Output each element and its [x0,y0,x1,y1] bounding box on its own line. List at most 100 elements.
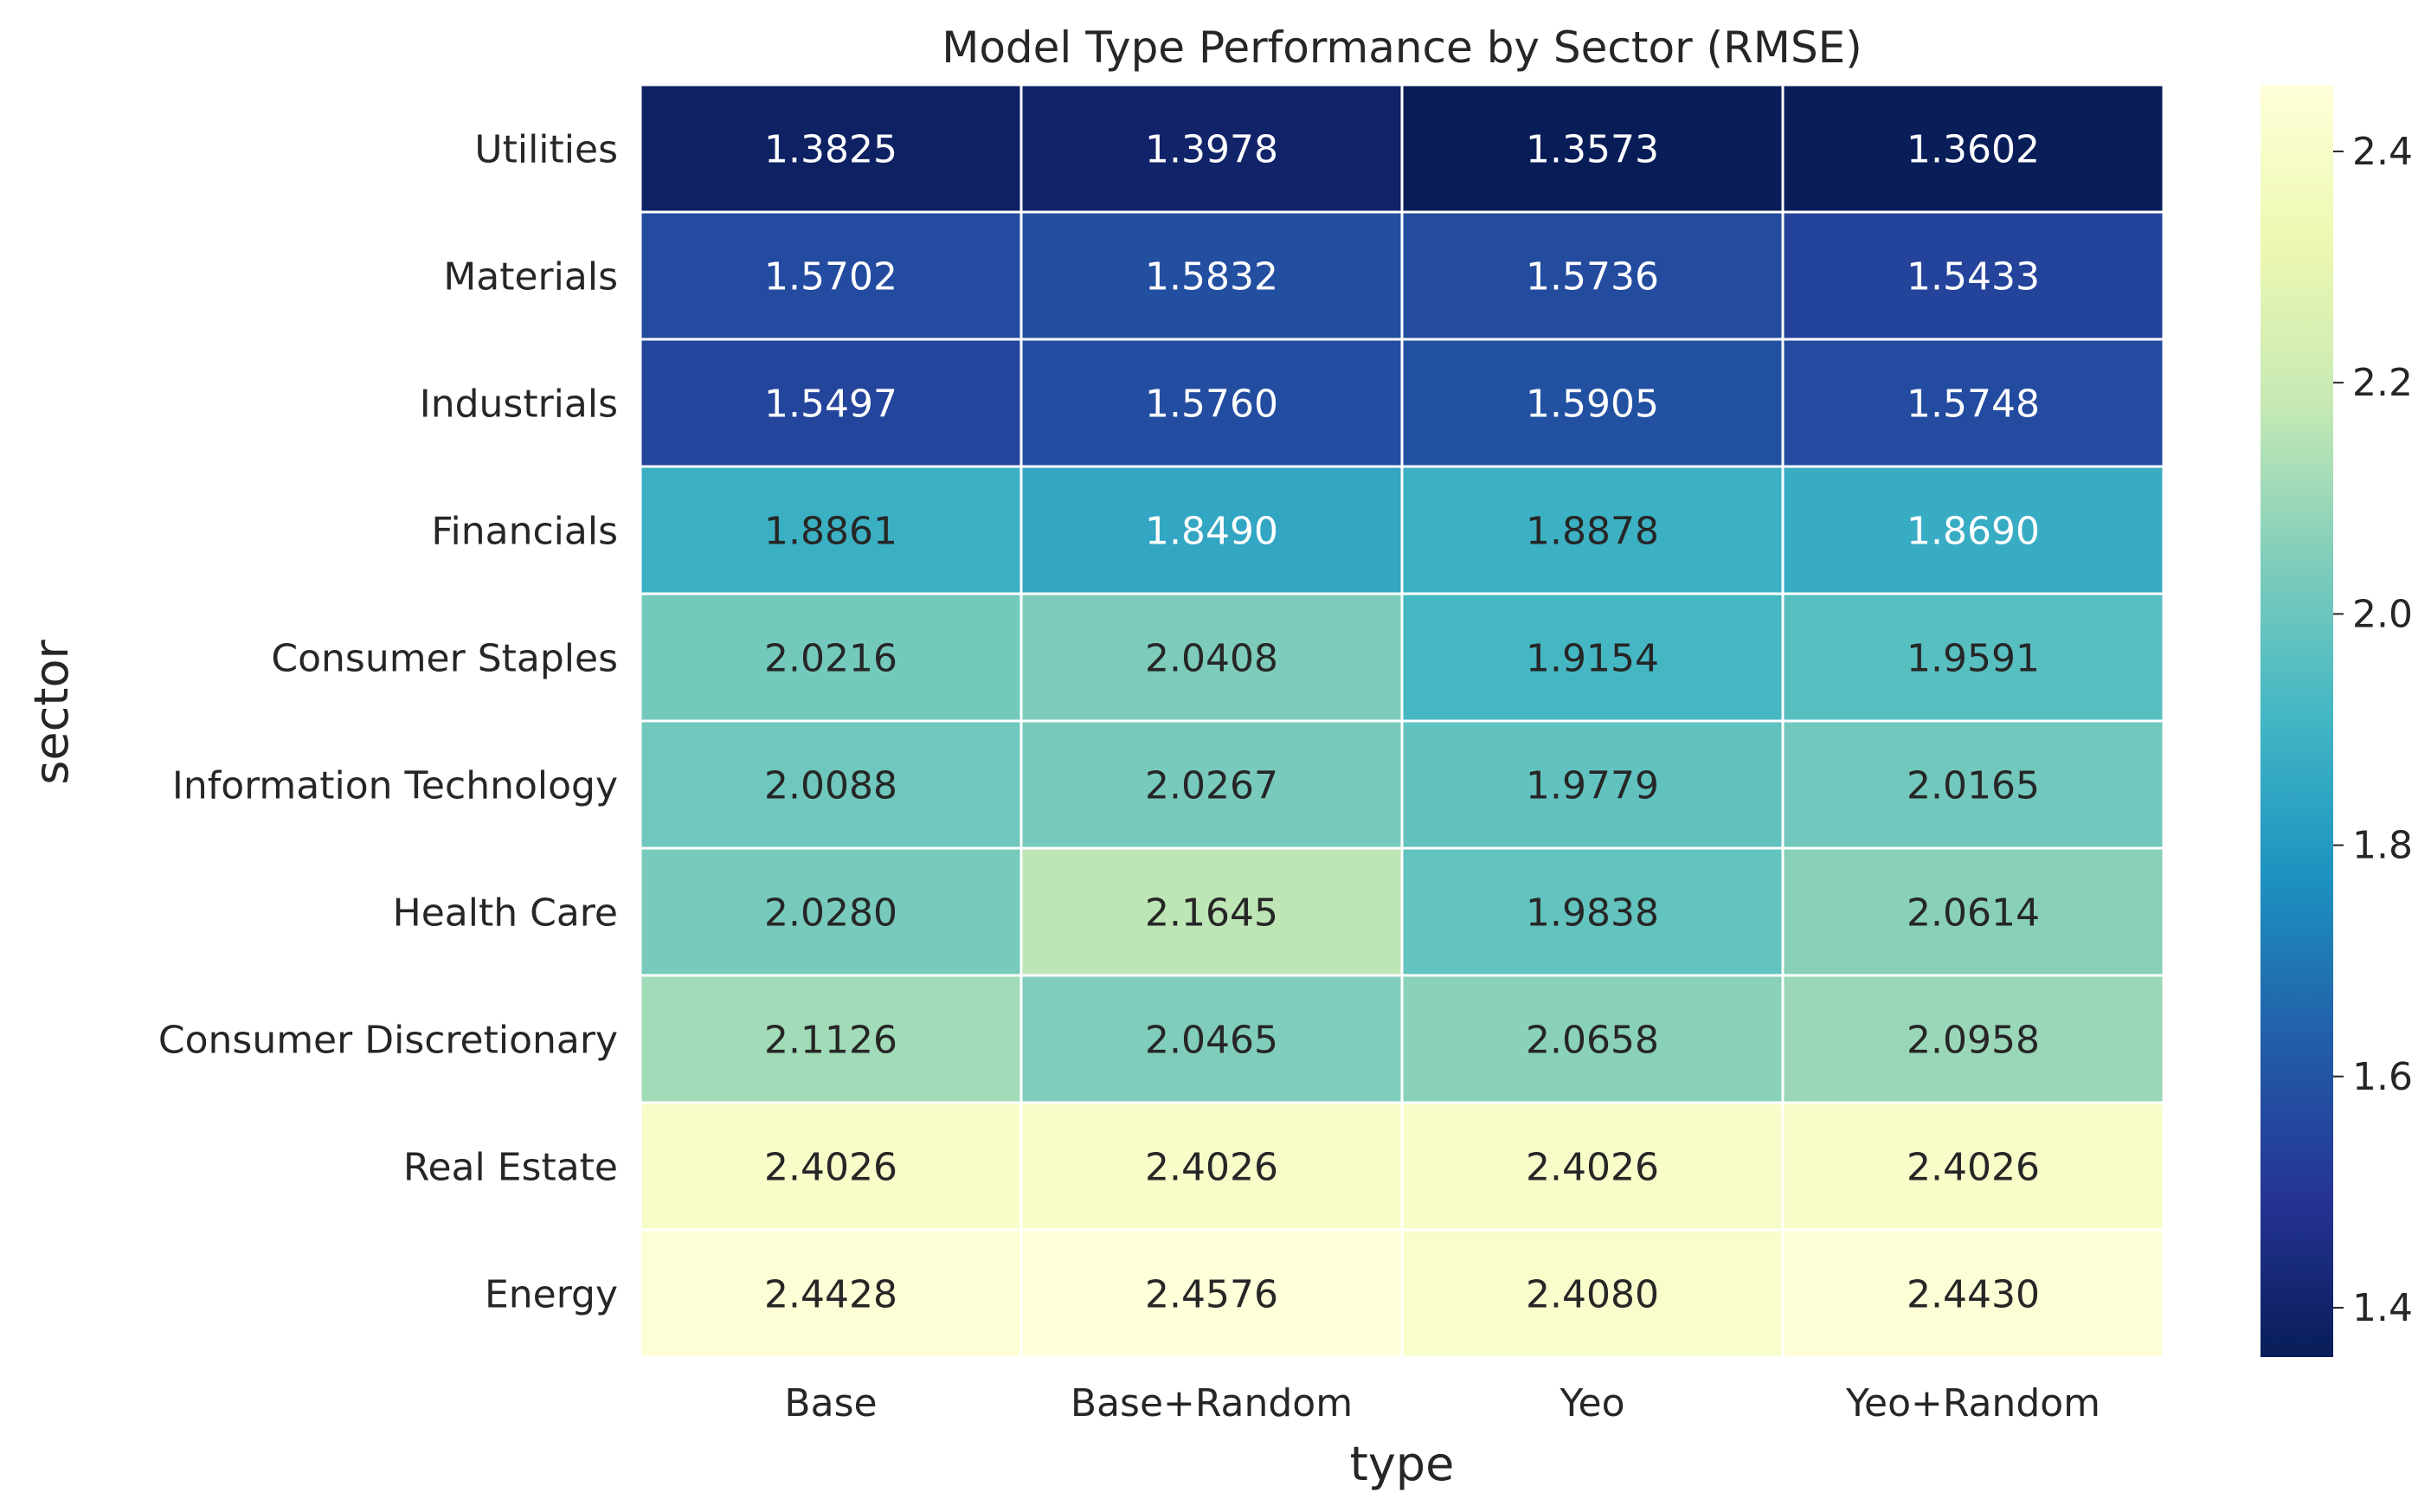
y-tick-label: Consumer Staples [271,637,618,681]
cell-value-label: 1.9838 [1526,891,1659,936]
heatmap-cell [1400,592,1785,723]
cell-value-label: 2.4026 [1526,1146,1659,1190]
heatmap-cell [1781,1101,2165,1232]
heatmap-cell [1400,83,1785,214]
cell-value-label: 2.0465 [1145,1019,1278,1063]
cell-value-label: 1.8690 [1907,510,2040,554]
chart-title: Model Type Performance by Sector (RMSE) [942,23,1862,73]
colorbar-tick-label: 1.4 [2352,1286,2413,1330]
y-tick-label: Energy [485,1273,618,1317]
cell-value-label: 1.5433 [1907,255,2040,299]
heatmap-cell [639,974,1023,1104]
cell-value-label: 1.5905 [1526,383,1659,427]
cell-value-label: 1.3602 [1907,128,2040,172]
cell-value-label: 2.0658 [1526,1019,1659,1063]
cell-value-label: 1.5736 [1526,255,1659,299]
heatmap-cell [1019,210,1404,341]
cell-value-label: 1.5497 [764,383,897,427]
cell-value-label: 2.0216 [764,637,897,681]
cell-value-label: 1.3825 [764,128,897,172]
heatmap-cell [1019,338,1404,468]
heatmap-cell [639,719,1023,850]
cell-value-label: 2.4576 [1145,1273,1278,1317]
heatmap-cell [1019,465,1404,595]
cell-value-label: 2.0958 [1907,1019,2040,1063]
heatmap-cell [1019,1228,1404,1359]
cell-value-label: 1.8490 [1145,510,1278,554]
colorbar-tick-label: 2.0 [2352,592,2413,636]
y-tick-label: Materials [443,255,618,299]
colorbar [2261,85,2333,1357]
heatmap-cells: 1.3825 1.3978 1.3573 1.3602 1.5702 1.5832 1.57… [639,83,2165,1359]
heatmap-cell [639,846,1023,977]
cell-value-label: 1.9779 [1526,764,1659,808]
cell-value-label: 1.8861 [764,510,897,554]
x-tick-label: Base [784,1381,877,1425]
cell-value-label: 1.5702 [764,255,897,299]
heatmap-cell [639,83,1023,214]
x-tick-label: Base+Random [1071,1381,1353,1425]
x-axis-label: type [1350,1437,1455,1491]
heatmap-cell [1400,1228,1785,1359]
cell-value-label: 2.4026 [1145,1146,1278,1190]
x-tick-label: Yeo+Random [1845,1381,2100,1425]
y-tick-label: Information Technology [172,764,618,808]
cell-value-label: 2.0280 [764,891,897,936]
y-tick-label: Industrials [420,383,618,427]
heatmap-cell [1781,719,2165,850]
cell-value-label: 1.3978 [1145,128,1278,172]
heatmap-cell [1781,338,2165,468]
heatmap-cell [1781,592,2165,723]
colorbar-ticks: 1.4 1.6 1.8 2.0 2.2 2.4 [2333,130,2413,1330]
heatmap-cell [1400,719,1785,850]
y-tick-label: Health Care [393,891,618,936]
cell-value-label: 1.5760 [1145,383,1278,427]
cell-value-label: 1.9591 [1907,637,2040,681]
heatmap-cell [1781,210,2165,341]
cell-value-label: 2.1126 [764,1019,897,1063]
y-tick-label: Real Estate [403,1146,618,1190]
colorbar-tick-label: 2.4 [2352,130,2413,174]
cell-value-label: 2.4026 [764,1146,897,1190]
heatmap-cell [1019,719,1404,850]
cell-value-label: 1.8878 [1526,510,1659,554]
y-tick-label: Utilities [474,128,618,172]
y-tick-label: Consumer Discretionary [158,1019,618,1063]
heatmap-cell [1019,83,1404,214]
cell-value-label: 2.4080 [1526,1273,1659,1317]
cell-value-label: 2.4430 [1907,1273,2040,1317]
y-tick-labels: Utilities Materials Industrials Financials C… [158,128,618,1317]
heatmap-cell [639,592,1023,723]
heatmap-cell [1019,592,1404,723]
cell-value-label: 2.0614 [1907,891,2040,936]
heatmap-cell [1400,1101,1785,1232]
x-tick-label: Yeo [1559,1381,1624,1425]
heatmap-cell [1781,846,2165,977]
colorbar-tick-label: 2.2 [2352,361,2413,405]
heatmap-cell [1781,83,2165,214]
heatmap-cell [1400,974,1785,1104]
cell-value-label: 2.4428 [764,1273,897,1317]
heatmap-cell [1781,1228,2165,1359]
y-tick-label: Financials [431,510,618,554]
cell-value-label: 1.3573 [1526,128,1659,172]
y-axis-label: sector [24,639,79,784]
cell-value-label: 2.0408 [1145,637,1278,681]
cell-value-label: 2.0267 [1145,764,1278,808]
cell-value-label: 1.5832 [1145,255,1278,299]
cell-value-label: 2.4026 [1907,1146,2040,1190]
colorbar-tick-label: 1.8 [2352,824,2413,868]
heatmap-cell [639,465,1023,595]
heatmap-cell [1400,846,1785,977]
cell-value-label: 2.0088 [764,764,897,808]
cell-value-label: 1.5748 [1907,383,2040,427]
cell-value-label: 2.1645 [1145,891,1278,936]
cell-value-label: 2.0165 [1907,764,2040,808]
cell-value-label: 1.9154 [1526,637,1659,681]
x-tick-labels: Base Base+Random Yeo Yeo+Random [784,1381,2100,1425]
colorbar-tick-label: 1.6 [2352,1055,2413,1099]
heatmap-cell [1781,465,2165,595]
heatmap-cell [639,1228,1023,1359]
heatmap-cell [639,210,1023,341]
